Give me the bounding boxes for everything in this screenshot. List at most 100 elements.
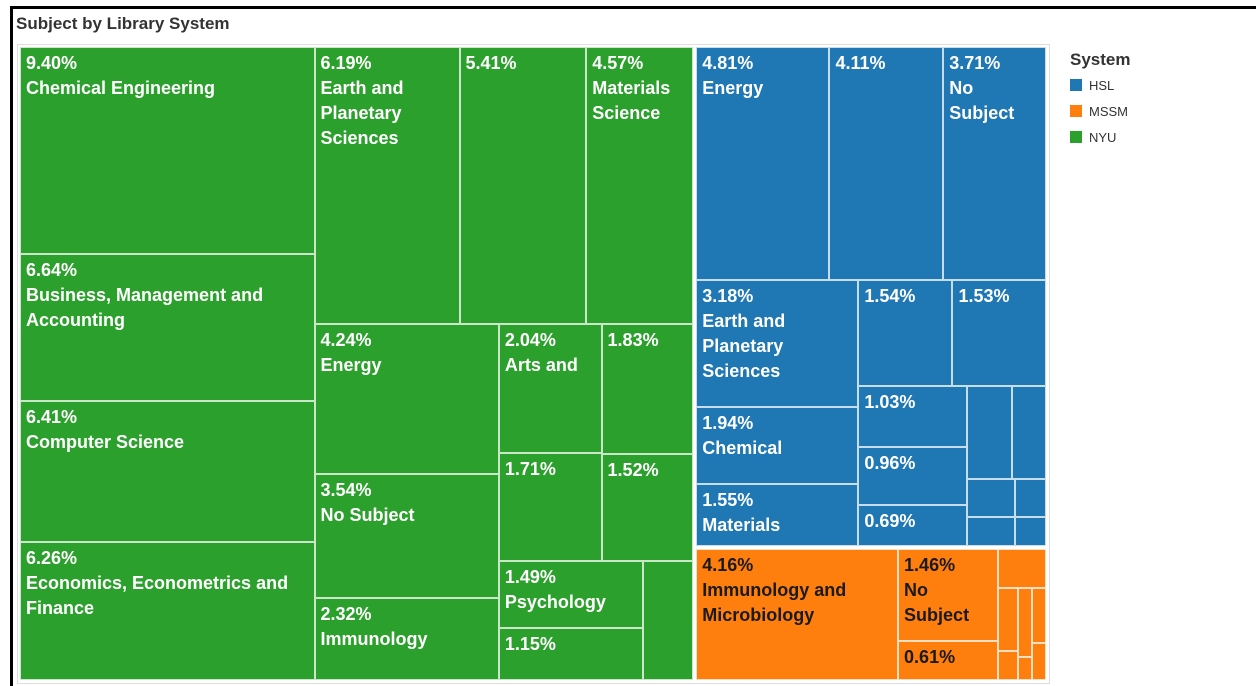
category-label: Economics, Econometrics and Finance <box>26 572 289 618</box>
tile <box>966 385 1013 480</box>
tile: 4.81% Energy <box>696 47 830 281</box>
tile: 1.53% <box>952 280 1046 386</box>
tile: 6.19% Earth and Planetary Sciences <box>314 47 460 325</box>
frame-top <box>10 6 1256 9</box>
category-label: Business, Management and Accounting <box>26 285 264 331</box>
tile: 4.57% Materials Science <box>586 47 694 325</box>
tile: 1.49% Psychology <box>498 561 644 629</box>
tile <box>1018 656 1033 680</box>
value-label: 9.40% <box>26 53 78 73</box>
value-label: 3.18% <box>702 286 754 307</box>
tile: 1.94% Chemical <box>696 406 859 485</box>
value-label: 4.57% <box>592 53 644 73</box>
chart-title: Subject by Library System <box>16 14 230 33</box>
category-label: No Subject <box>904 580 970 626</box>
tile <box>998 587 1019 652</box>
tile <box>643 561 694 680</box>
tile: 3.54% No Subject <box>314 473 499 599</box>
value-label: 6.19% <box>320 53 372 73</box>
category-label: Materials <box>702 515 781 536</box>
tile <box>1015 516 1046 547</box>
frame-left <box>10 6 13 686</box>
tile: 2.04% Arts and <box>498 324 602 454</box>
tile: 3.71% No Subject <box>943 47 1046 281</box>
value-label: 1.49% <box>504 567 556 588</box>
tile <box>1012 385 1046 480</box>
category-label: Computer Science <box>26 431 185 452</box>
tile <box>1032 587 1046 644</box>
tile <box>998 651 1019 680</box>
value-label: 1.15% <box>504 634 556 655</box>
value-label: 1.94% <box>702 412 754 433</box>
tile: 4.16% Immunology and Microbiology <box>696 549 899 680</box>
value-label: 3.54% <box>320 479 372 500</box>
value-label: 6.41% <box>26 406 78 427</box>
category-label: Materials Science <box>592 78 671 123</box>
legend-label: MSSM <box>1089 103 1128 119</box>
legend-title: System <box>1070 50 1131 69</box>
value-label: 1.53% <box>958 286 1010 307</box>
value-label: 4.16% <box>702 555 754 576</box>
tile: 1.71% <box>498 453 602 562</box>
tile <box>1032 643 1046 680</box>
value-label: 2.04% <box>504 330 556 351</box>
legend: System HSL MSSM NYU <box>1070 50 1130 150</box>
tile: 6.64% Business, Management and Accounting <box>20 254 315 401</box>
tile: 1.03% <box>858 385 967 448</box>
category-label: No Subject <box>949 78 1015 123</box>
tile: 1.55% Materials <box>696 484 859 547</box>
tile: 6.41% Computer Science <box>20 400 315 542</box>
tile: 4.24% Energy <box>314 324 499 474</box>
tile <box>966 479 1015 517</box>
legend-label: HSL <box>1089 77 1115 93</box>
category-label: Immunology <box>320 629 428 650</box>
value-label: 1.54% <box>864 286 916 307</box>
tile <box>1018 587 1033 657</box>
category-label: Energy <box>702 78 764 98</box>
tile: 1.15% <box>498 628 644 680</box>
map-border <box>17 44 1050 684</box>
tile: 2.32% Immunology <box>314 598 499 680</box>
value-label: 1.71% <box>504 459 556 480</box>
tile: 6.26% Economics, Econometrics and Finance <box>20 541 315 680</box>
value-label: 1.55% <box>702 490 754 511</box>
legend-swatch <box>1070 105 1082 117</box>
value-label: 5.41% <box>465 53 517 73</box>
value-label: 2.32% <box>320 604 372 625</box>
legend-swatch <box>1070 79 1082 91</box>
value-label: 6.64% <box>26 260 78 281</box>
value-label: 1.52% <box>607 459 659 480</box>
tile: 3.18% Earth and Planetary Sciences <box>696 280 859 407</box>
value-label: 1.83% <box>607 330 659 351</box>
category-label: Arts and <box>504 355 578 376</box>
tile: 1.54% <box>858 280 953 386</box>
category-label: Immunology and Microbiology <box>702 580 847 626</box>
tile <box>1014 479 1046 517</box>
legend-item: HSL <box>1070 72 1130 98</box>
category-label: Psychology <box>504 592 606 613</box>
value-label: 0.96% <box>864 453 916 474</box>
category-label: No Subject <box>320 504 415 525</box>
value-label: 3.71% <box>949 53 1001 73</box>
value-label: 4.24% <box>320 330 372 351</box>
tile: 5.41% <box>459 47 587 325</box>
category-label: Chemical <box>702 437 783 458</box>
tile: 4.11% <box>829 47 944 281</box>
tile: 1.52% <box>601 453 694 562</box>
legend-item: MSSM <box>1070 98 1130 124</box>
value-label: 4.11% <box>835 53 886 73</box>
legend-label: NYU <box>1089 129 1117 145</box>
tile: 0.69% <box>858 504 967 547</box>
value-label: 6.26% <box>26 547 78 568</box>
value-label: 0.61% <box>904 647 956 668</box>
tile: 1.46% No Subject <box>898 549 999 642</box>
tile <box>966 516 1016 547</box>
category-label: Earth and Planetary Sciences <box>702 311 786 382</box>
value-label: 1.46% <box>904 555 956 576</box>
tile: 0.96% <box>858 447 967 505</box>
tile <box>998 549 1046 588</box>
legend-swatch <box>1070 131 1082 143</box>
tile: 0.61% <box>898 641 999 680</box>
